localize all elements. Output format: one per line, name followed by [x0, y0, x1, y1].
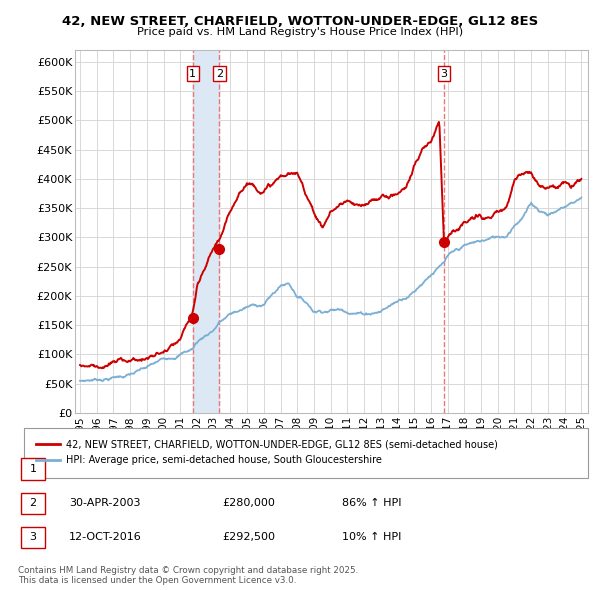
Text: 42, NEW STREET, CHARFIELD, WOTTON-UNDER-EDGE, GL12 8ES: 42, NEW STREET, CHARFIELD, WOTTON-UNDER-… [62, 15, 538, 28]
Text: 2: 2 [215, 68, 223, 78]
Text: Price paid vs. HM Land Registry's House Price Index (HPI): Price paid vs. HM Land Registry's House … [137, 27, 463, 37]
Text: £292,500: £292,500 [222, 533, 275, 542]
Text: 03-OCT-2001: 03-OCT-2001 [69, 464, 142, 474]
Text: 12-OCT-2016: 12-OCT-2016 [69, 533, 142, 542]
Text: 42, NEW STREET, CHARFIELD, WOTTON-UNDER-EDGE, GL12 8ES (semi-detached house): 42, NEW STREET, CHARFIELD, WOTTON-UNDER-… [66, 440, 498, 449]
Text: £162,000: £162,000 [222, 464, 275, 474]
Text: Contains HM Land Registry data © Crown copyright and database right 2025.
This d: Contains HM Land Registry data © Crown c… [18, 566, 358, 585]
Text: HPI: Average price, semi-detached house, South Gloucestershire: HPI: Average price, semi-detached house,… [66, 455, 382, 465]
Text: 3: 3 [440, 68, 448, 78]
Bar [193, 50, 219, 413]
Text: 30-APR-2003: 30-APR-2003 [69, 499, 140, 508]
Text: 51% ↑ HPI: 51% ↑ HPI [342, 464, 401, 474]
Text: 3: 3 [29, 533, 37, 542]
Text: 1: 1 [29, 464, 37, 474]
Text: 86% ↑ HPI: 86% ↑ HPI [342, 499, 401, 508]
Text: £280,000: £280,000 [222, 499, 275, 508]
Text: 2: 2 [29, 499, 37, 508]
Text: 10% ↑ HPI: 10% ↑ HPI [342, 533, 401, 542]
Text: 1: 1 [190, 68, 196, 78]
